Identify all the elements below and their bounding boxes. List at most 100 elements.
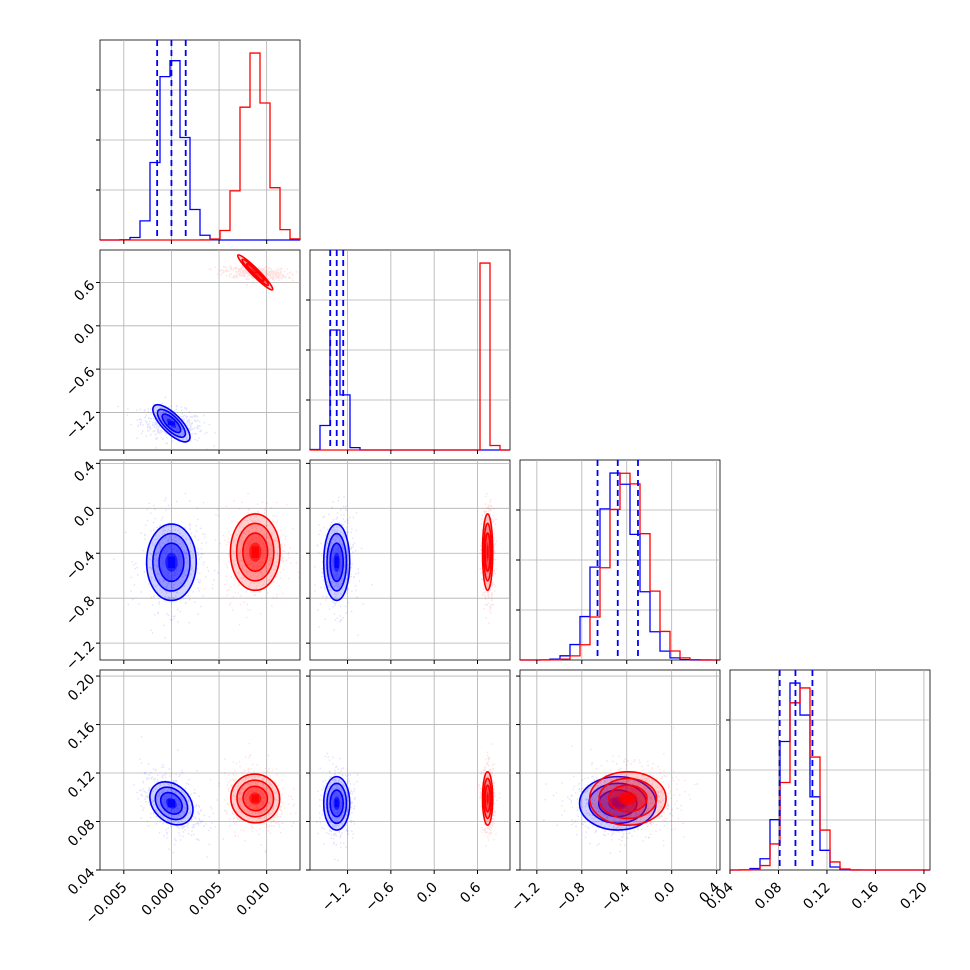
panel-2-3-contour-1-2	[607, 784, 648, 813]
panel-1-1-histogram-series-1	[310, 262, 510, 451]
panel-1-3-core-block-0	[334, 799, 339, 808]
panel-0-1-contour-0-2	[161, 413, 182, 434]
panel-1-3-contour-1-2	[484, 784, 491, 813]
panel-0-2-y-tick-label-4: 0.4	[71, 458, 98, 485]
panel-1-2-density	[314, 493, 498, 636]
panel-0-3-contour-0-2	[159, 791, 183, 815]
panel-0-2-y-tick-label-0: −1.2	[63, 638, 98, 673]
panel-0-1-contour-1-2	[245, 262, 265, 282]
panel-0-1-contour-0-0	[152, 403, 191, 443]
panel-3-3-x-tick-label-1: 0.08	[752, 880, 785, 913]
panel-0-3-y-tick-label-0: 0.04	[65, 865, 98, 898]
panel-0-0-histogram-series-0	[100, 60, 300, 241]
panel-2-3-x-tick-label-0: −1.2	[508, 880, 543, 915]
panel-0-2-contour-0-0	[145, 523, 198, 602]
panel-1-3-contour-1-0	[481, 770, 494, 826]
panel-0-1-y-tick-label-2: 0.0	[71, 321, 98, 348]
panel-1-2-contour-1-0	[481, 513, 494, 592]
panel-0-1-y-tick-label-0: −1.2	[63, 408, 98, 443]
panel-1-3-density	[316, 743, 501, 862]
panel-2-3-contour-1-1	[598, 777, 658, 820]
panel-0-3-contour-1-2	[242, 785, 269, 812]
panel-0-3-core-block-1	[251, 794, 259, 803]
panel-3-3-x-tick-label-2: 0.12	[800, 880, 833, 913]
panel-0-1: −1.2 −0.6 0.0 0.6	[63, 249, 301, 454]
panel-2-3-contour-1-0	[588, 770, 667, 826]
panel-0-1-y-tick-label-3: 0.6	[71, 277, 98, 304]
panel-1-2	[306, 459, 511, 664]
panel-2-2	[516, 459, 721, 664]
panel-3-3-x-tick-label-4: 0.20	[897, 880, 930, 913]
panel-0-2-core-block-0	[167, 556, 176, 568]
panel-0-3-y-tick-label-4: 0.20	[65, 671, 98, 704]
panel-0-3-contour-0-0	[149, 781, 194, 826]
panel-1-2-core-block-0	[334, 556, 339, 568]
panel-0-3-y-tick-label-1: 0.08	[65, 817, 98, 850]
panel-1-2-core-block-1	[486, 546, 489, 558]
panel-0-2-y-tick-label-3: 0.0	[71, 503, 98, 530]
panel-1-3-contour-1-1	[483, 777, 493, 820]
panel-1-1	[306, 249, 511, 454]
panel-0-2-contour-1-0	[229, 513, 281, 592]
panel-2-3-x-tick-label-1: −0.8	[553, 880, 588, 915]
panel-0-3-core-block-0	[167, 799, 176, 808]
panel-0-0-histogram-series-1	[100, 52, 301, 241]
panel-1-3-contour-0-0	[322, 775, 351, 831]
panel-0-1-contour-1-0	[236, 254, 274, 291]
panel-0-3-x-tick-label-1: 0.000	[139, 880, 179, 920]
panel-1-2-contour-1-2	[484, 532, 491, 573]
panel-0-1-core-block-1	[251, 271, 259, 274]
panel-0-2-density	[113, 492, 300, 639]
panel-1-3: −1.2 −0.6 0.0 0.6	[306, 669, 511, 915]
panel-0-2-contour-1-2	[242, 532, 269, 573]
panel-0-0	[96, 39, 301, 244]
panel-3-3-histogram-series-1	[729, 687, 930, 871]
panel-2-3: −1.2 −0.8 −0.4 0.0 0.4	[508, 669, 724, 915]
panel-0-3-frame	[99, 669, 301, 871]
panel-0-1-core-block-0	[167, 421, 176, 426]
panel-0-3-scatter-series-0	[133, 736, 224, 858]
panel-1-3-scatter-series-1	[478, 743, 501, 847]
panel-0-3-contour-1-1	[236, 779, 275, 818]
panel-1-2-contour-0-0	[322, 523, 351, 602]
panel-0-2-contour-0-2	[158, 542, 185, 583]
panel-3-3: 0.04 0.08 0.12 0.16 0.20	[703, 669, 931, 913]
panel-layer: −1.2−0.60.00.6−1.2−0.8−0.40.00.40.040.08…	[63, 39, 931, 928]
panel-0-3-y-tick-label-2: 0.12	[65, 768, 98, 801]
panel-2-3-x-tick-label-3: 0.0	[651, 880, 678, 907]
panel-0-2-contour-1-1	[235, 522, 275, 582]
panel-2-3-core-block-0	[612, 799, 624, 808]
panel-0-1-frame	[99, 249, 301, 451]
panel-0-2-core-block-1	[251, 546, 259, 558]
panel-1-2-contour-0-2	[329, 542, 345, 583]
panel-2-3-core-block-1	[622, 794, 634, 803]
panel-2-2-histogram-series-1	[520, 472, 721, 661]
panel-0-1-y-tick-label-1: −0.6	[63, 364, 98, 399]
panel-0-3-x-tick-label-0: −0.005	[83, 880, 131, 928]
panel-1-3-contour-0-2	[329, 789, 345, 818]
panel-0-1-contour-0-1	[156, 408, 187, 439]
panel-0-3-contour-0-1	[154, 786, 189, 821]
panel-2-3-x-tick-label-2: −0.4	[598, 879, 633, 914]
panel-1-2-contour-1-1	[483, 522, 493, 582]
panel-0-3-contour-1-0	[230, 773, 281, 824]
panel-0-2-y-tick-label-2: −0.4	[63, 548, 98, 583]
panel-2-3-density	[543, 727, 698, 854]
panel-1-3-x-tick-label-1: −0.6	[362, 879, 397, 914]
panel-2-3-scatter-series-1	[555, 727, 696, 847]
panel-0-2: −1.2 −0.8 −0.4 0.0 0.4	[63, 458, 301, 674]
panel-0-2-contour-0-1	[152, 532, 191, 592]
panel-1-3-core-block-1	[486, 794, 489, 803]
panel-1-3-x-tick-label-2: 0.0	[414, 880, 441, 907]
panel-1-2-contour-0-1	[326, 532, 348, 592]
panel-1-3-contour-0-1	[326, 782, 348, 825]
panel-1-3-frame	[309, 669, 511, 871]
panel-2-3-frame	[519, 669, 721, 871]
panel-1-3-x-tick-label-0: −1.2	[319, 880, 354, 915]
panel-0-3: 0.04 0.08 0.12 0.16 0.20 −0.005 0.000 0.005 0.01…	[65, 669, 301, 928]
panel-0-3-density	[133, 736, 297, 858]
panel-3-3-x-tick-label-3: 0.16	[849, 879, 882, 912]
panel-0-2-y-tick-label-1: −0.8	[63, 593, 98, 628]
panel-1-3-x-tick-label-3: 0.6	[457, 879, 484, 906]
